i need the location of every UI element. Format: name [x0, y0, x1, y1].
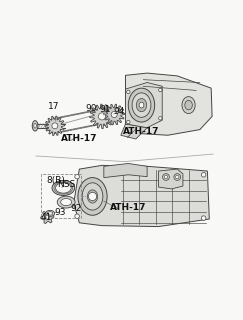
Text: ATH-17: ATH-17 [123, 127, 159, 136]
Text: 93: 93 [54, 208, 65, 217]
Ellipse shape [87, 190, 98, 203]
Polygon shape [121, 124, 147, 139]
Polygon shape [104, 164, 147, 178]
Ellipse shape [128, 88, 155, 122]
Polygon shape [45, 116, 65, 136]
Circle shape [163, 174, 169, 180]
Circle shape [75, 174, 79, 179]
Circle shape [45, 215, 49, 219]
Ellipse shape [132, 93, 151, 117]
Ellipse shape [32, 121, 38, 131]
Ellipse shape [54, 182, 73, 194]
Circle shape [164, 175, 168, 179]
Text: ATH-17: ATH-17 [61, 134, 98, 143]
Ellipse shape [48, 212, 53, 215]
Ellipse shape [56, 183, 71, 193]
Text: 92: 92 [71, 204, 82, 212]
Circle shape [98, 113, 105, 120]
Circle shape [201, 216, 206, 220]
Text: 94: 94 [113, 107, 125, 116]
Circle shape [127, 90, 130, 94]
Circle shape [159, 88, 162, 92]
Circle shape [159, 116, 162, 120]
Text: NSS: NSS [57, 180, 75, 189]
Ellipse shape [139, 102, 144, 108]
Ellipse shape [136, 99, 147, 112]
Circle shape [176, 175, 179, 179]
Circle shape [127, 120, 130, 124]
Text: 91: 91 [99, 105, 111, 115]
Circle shape [111, 111, 117, 117]
Ellipse shape [34, 124, 36, 128]
Bar [41, 174, 81, 218]
Text: ATH-17: ATH-17 [110, 203, 147, 212]
Ellipse shape [56, 183, 71, 193]
Ellipse shape [57, 196, 75, 208]
Polygon shape [90, 104, 114, 129]
Ellipse shape [61, 198, 72, 206]
Ellipse shape [82, 183, 103, 210]
Polygon shape [125, 83, 162, 128]
Text: 90: 90 [86, 104, 97, 114]
Polygon shape [125, 73, 212, 135]
Text: 41: 41 [41, 212, 52, 222]
Text: 17: 17 [48, 102, 59, 121]
Circle shape [201, 172, 206, 177]
Circle shape [174, 174, 181, 180]
Circle shape [75, 214, 79, 219]
Ellipse shape [52, 180, 75, 196]
Circle shape [52, 123, 58, 129]
Polygon shape [104, 104, 125, 125]
Polygon shape [41, 211, 54, 224]
Ellipse shape [182, 97, 195, 114]
Text: 8(B): 8(B) [46, 176, 65, 185]
Polygon shape [74, 165, 209, 227]
Circle shape [88, 192, 97, 201]
Polygon shape [158, 169, 183, 189]
Ellipse shape [185, 100, 192, 110]
Ellipse shape [46, 210, 55, 216]
Ellipse shape [78, 178, 107, 215]
